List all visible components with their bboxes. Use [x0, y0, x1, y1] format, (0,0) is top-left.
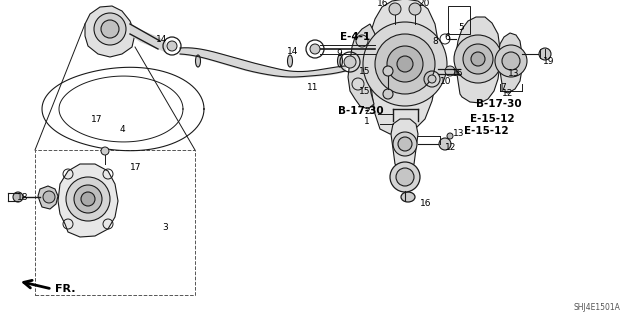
Text: E-15-12: E-15-12 [464, 126, 509, 136]
Circle shape [81, 192, 95, 206]
Circle shape [471, 52, 485, 66]
Circle shape [502, 52, 520, 70]
Text: 18: 18 [17, 192, 28, 202]
Text: 1: 1 [364, 116, 370, 125]
Circle shape [363, 22, 447, 106]
Circle shape [94, 13, 126, 45]
Polygon shape [85, 6, 135, 57]
Circle shape [101, 147, 109, 155]
Circle shape [74, 185, 102, 213]
Text: 16: 16 [376, 0, 388, 9]
Circle shape [389, 3, 401, 15]
Text: 16: 16 [452, 70, 463, 78]
Bar [448, 6, 470, 34]
Polygon shape [348, 24, 375, 109]
Text: 16: 16 [420, 199, 431, 209]
Text: 14: 14 [156, 34, 168, 43]
Circle shape [495, 45, 527, 77]
Text: E-15-12: E-15-12 [470, 114, 515, 124]
Text: 7: 7 [500, 83, 506, 92]
Polygon shape [498, 33, 522, 93]
Circle shape [344, 56, 356, 68]
Text: B-17-30: B-17-30 [476, 99, 522, 109]
Polygon shape [456, 17, 500, 103]
Text: 13: 13 [508, 70, 520, 78]
Circle shape [396, 168, 414, 186]
Circle shape [310, 44, 320, 54]
Text: 4: 4 [120, 124, 125, 133]
Ellipse shape [433, 67, 439, 77]
Text: E-4-1: E-4-1 [340, 32, 371, 42]
Ellipse shape [195, 55, 200, 67]
Circle shape [539, 48, 551, 60]
Text: 17: 17 [90, 115, 102, 123]
Circle shape [397, 56, 413, 72]
Text: 5: 5 [458, 23, 464, 32]
Circle shape [387, 46, 423, 82]
Circle shape [454, 35, 502, 83]
Text: B-17-30: B-17-30 [338, 106, 383, 116]
Text: 14: 14 [287, 47, 299, 56]
Circle shape [445, 66, 455, 76]
Ellipse shape [337, 55, 342, 67]
Circle shape [398, 137, 412, 151]
Text: 3: 3 [162, 222, 168, 232]
Text: 15: 15 [358, 86, 370, 95]
Circle shape [43, 191, 55, 203]
Circle shape [375, 34, 435, 94]
Circle shape [167, 41, 177, 51]
Circle shape [390, 162, 420, 192]
Text: 9: 9 [336, 49, 342, 58]
Polygon shape [368, 0, 438, 134]
Text: 2: 2 [364, 107, 370, 115]
Text: SHJ4E1501A: SHJ4E1501A [573, 302, 620, 311]
Text: 10: 10 [440, 77, 451, 85]
Text: 12: 12 [502, 90, 513, 99]
Text: 13: 13 [453, 130, 465, 138]
Circle shape [383, 66, 393, 76]
Text: FR.: FR. [55, 284, 76, 294]
Circle shape [428, 75, 436, 83]
Ellipse shape [401, 192, 415, 202]
Circle shape [393, 132, 417, 156]
Circle shape [13, 192, 23, 202]
Circle shape [447, 133, 453, 139]
Text: 11: 11 [307, 83, 319, 92]
Polygon shape [38, 186, 58, 209]
Circle shape [383, 89, 393, 99]
Circle shape [66, 177, 110, 221]
Text: 8: 8 [432, 36, 438, 46]
Text: 15: 15 [358, 66, 370, 76]
Polygon shape [391, 119, 418, 169]
Text: 6: 6 [444, 33, 450, 41]
Text: 17: 17 [130, 162, 141, 172]
Text: 20: 20 [418, 0, 429, 9]
Polygon shape [58, 164, 118, 237]
Circle shape [101, 20, 119, 38]
Bar [35, 150, 195, 295]
Text: 19: 19 [543, 56, 554, 65]
Circle shape [463, 44, 493, 74]
Circle shape [409, 3, 421, 15]
Circle shape [439, 138, 451, 150]
Text: 12: 12 [445, 143, 456, 152]
Ellipse shape [287, 55, 292, 67]
